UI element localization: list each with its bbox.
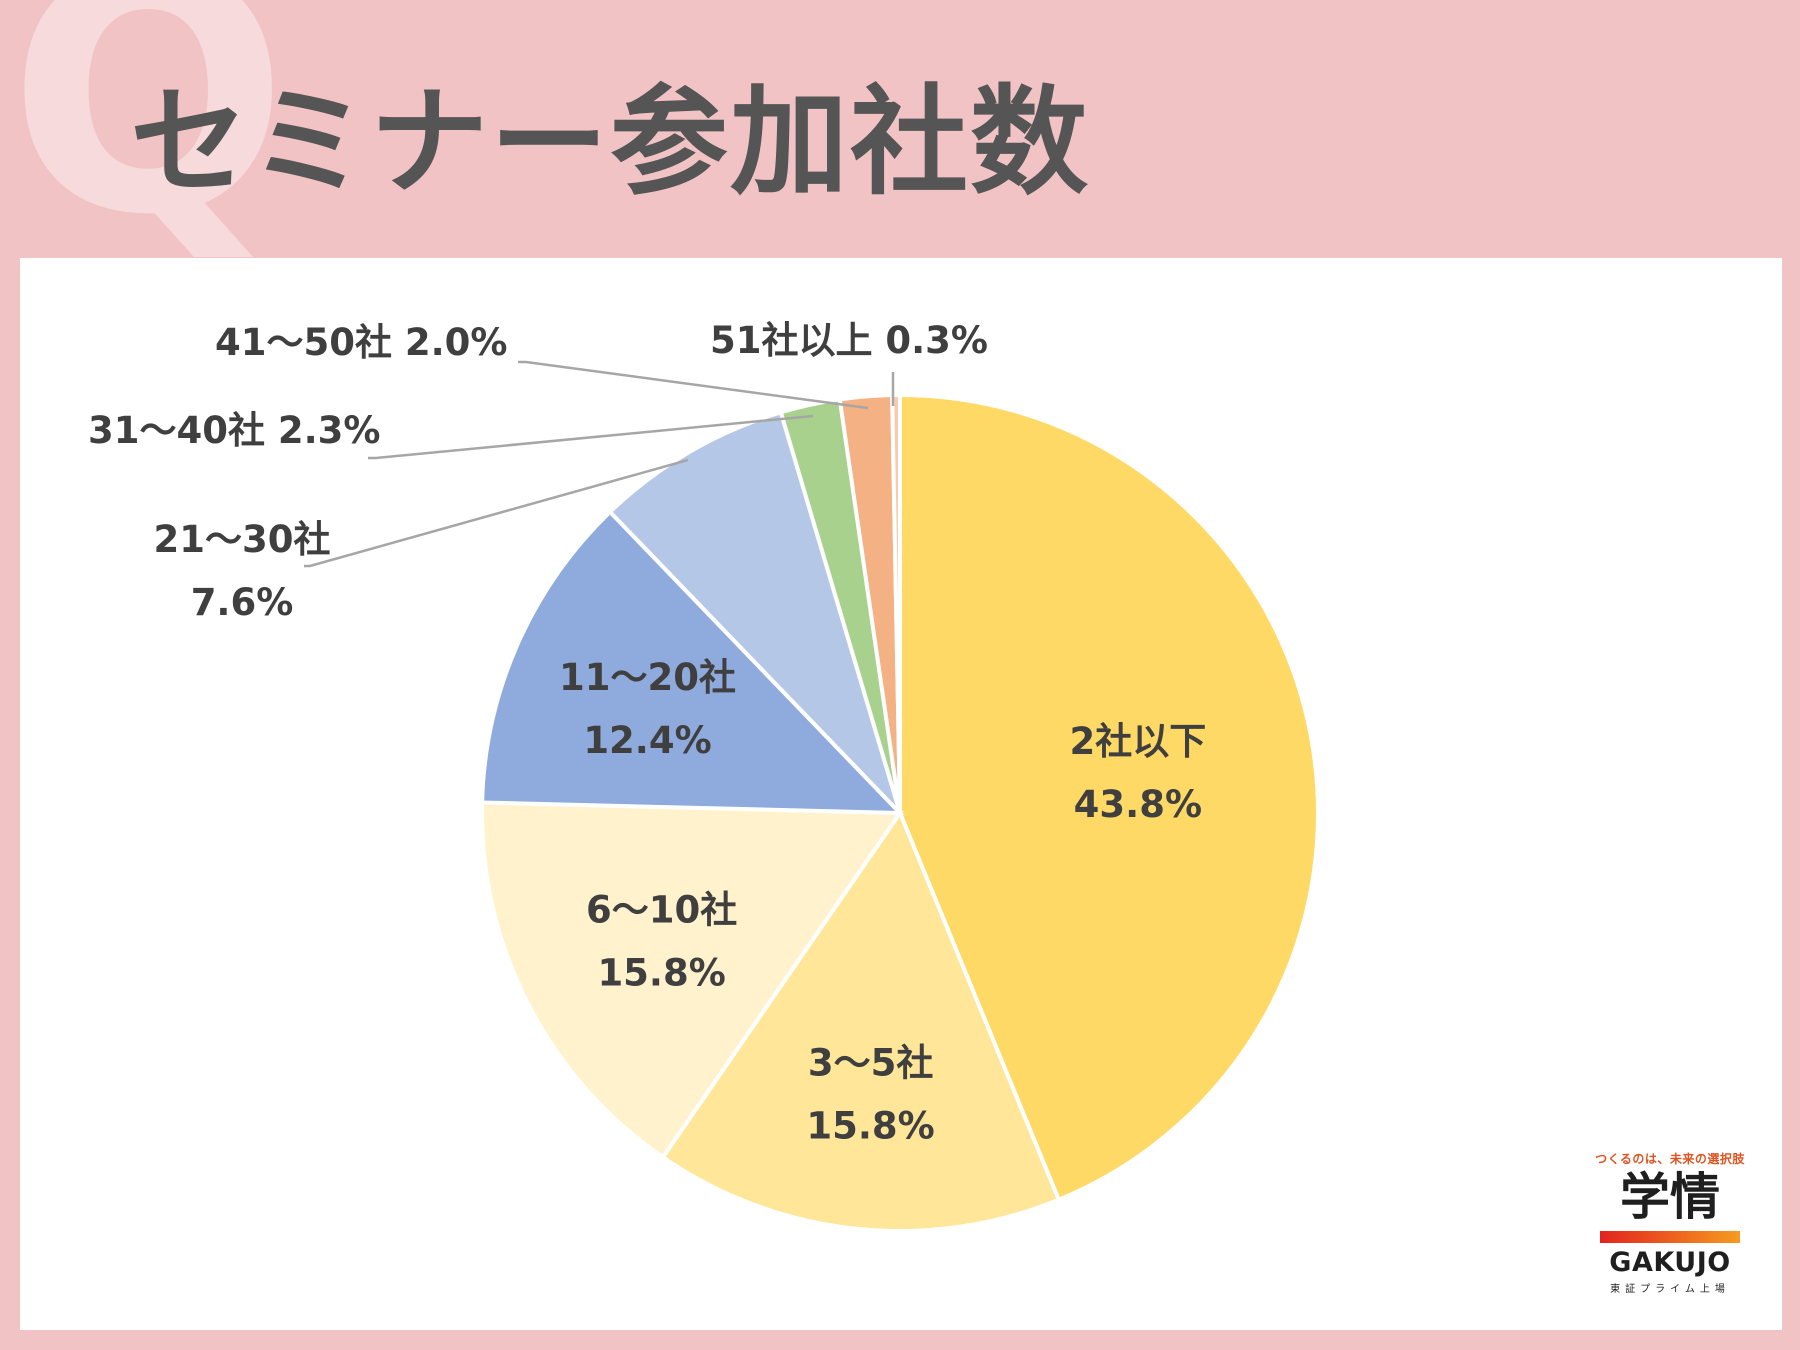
pie-slice-5 — [607, 409, 902, 815]
logo-subtext: 東証プライム上場 — [1610, 1283, 1730, 1295]
label-slice-1: 2社以下 43.8% — [1069, 720, 1206, 826]
leader-slice-6 — [368, 414, 814, 460]
page-title: セミナー参加社数 — [130, 73, 1091, 211]
label-slice-4: 11～20社 12.4% — [559, 656, 736, 762]
pie-slice-1 — [898, 392, 1320, 1203]
label-slice-5: 21～30社 7.6% — [154, 518, 331, 624]
chart-panel: 2社以下 43.8% 3～5社 15.8% 6～10社 15.8% 11～20社 12.4% 2… — [20, 258, 1782, 1330]
label-slice-7: 41～50社 2.0% — [215, 321, 507, 364]
leader-slice-7 — [518, 360, 869, 410]
pie-slice-2 — [660, 808, 1062, 1233]
slice-labels: 2社以下 43.8% 3～5社 15.8% 6～10社 15.8% 11～20社 12.4% 2… — [88, 319, 1206, 1147]
logo-color-bar — [1600, 1230, 1740, 1243]
leader-slice-5 — [304, 458, 689, 568]
label-slice-2: 3～5社 15.8% — [806, 1041, 934, 1147]
logo-tagline: つくるのは、未来の選択肢 — [1595, 1152, 1745, 1166]
logo-text: GAKUJO — [1609, 1246, 1731, 1278]
logo-mark: 学情 — [1620, 1168, 1720, 1226]
label-slice-8: 51社以上 0.3% — [710, 319, 988, 362]
pie-chart: 2社以下 43.8% 3～5社 15.8% 6～10社 15.8% 11～20社 12.4% 2… — [88, 319, 1320, 1233]
pie-slices — [480, 392, 1320, 1233]
pie-slice-4 — [480, 509, 905, 816]
label-slice-3: 6～10社 15.8% — [586, 888, 737, 994]
leader-lines — [304, 360, 895, 568]
label-slice-6: 31～40社 2.3% — [88, 409, 380, 452]
gakujo-logo: つくるのは、未来の選択肢 学情 GAKUJO 東証プライム上場 — [1590, 1150, 1750, 1295]
q-watermark: Q — [8, 0, 289, 287]
pie-slice-3 — [480, 800, 904, 1161]
